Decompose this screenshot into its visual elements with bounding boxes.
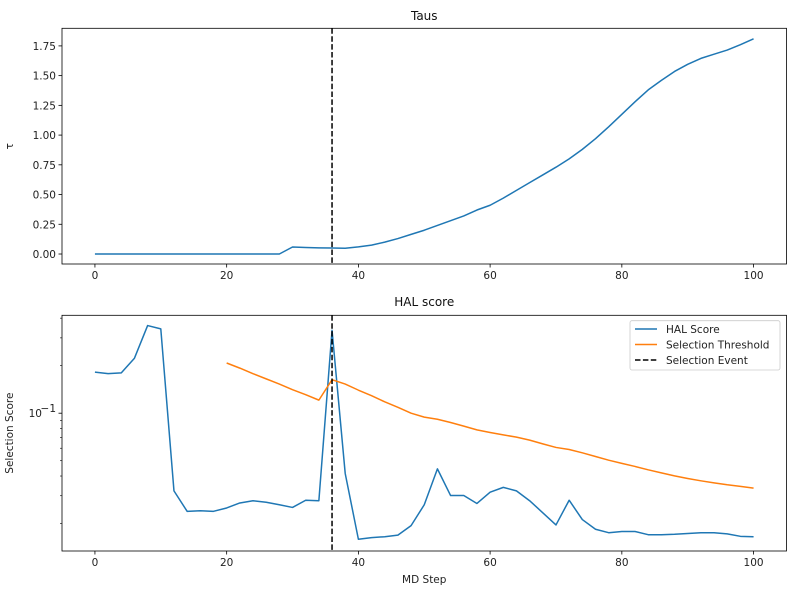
taus-axes: Taus 0 20 40 60 80 100 0.00 0.25 0.50 0.75 1.00 1.25…: [4, 9, 787, 282]
y-tick-label: 0.75: [33, 160, 56, 172]
hal-score-line: [94, 324, 754, 541]
y-tick-label: 1.75: [33, 41, 56, 53]
y-axis-label: Selection Score: [4, 393, 16, 474]
x-tick-label: 100: [744, 270, 764, 282]
y-tick-label: 1.25: [33, 100, 56, 112]
x-tick-label: 80: [615, 270, 628, 282]
x-tick-label: 40: [352, 270, 365, 282]
x-tick-label: 80: [615, 557, 628, 569]
x-tick-label: 60: [483, 557, 496, 569]
x-tick-label: 100: [744, 557, 764, 569]
x-tick-label: 20: [220, 557, 233, 569]
y-axis-label: τ: [4, 143, 16, 149]
legend-label: Selection Event: [666, 355, 748, 367]
y-tick-label: 1.00: [33, 130, 56, 142]
y-tick-label: 0.50: [33, 190, 56, 202]
tau-line: [94, 38, 754, 255]
y-tick-label-exponent: −1: [41, 403, 56, 415]
x-axis-label: MD Step: [402, 574, 447, 586]
legend-label: Selection Threshold: [666, 340, 769, 352]
selection-threshold-line: [226, 362, 754, 489]
x-tick-label: 40: [352, 557, 365, 569]
axes-frame: [61, 314, 787, 552]
y-tick-label: 1.50: [33, 71, 56, 83]
x-tick-label: 0: [92, 270, 99, 282]
y-tick-label-base: 10: [29, 408, 42, 420]
y-tick-label: 0.00: [33, 249, 56, 261]
x-tick-label: 60: [483, 270, 496, 282]
chart-title: HAL score: [394, 295, 454, 309]
y-tick-label: 0.25: [33, 219, 56, 231]
chart-title: Taus: [410, 9, 438, 23]
legend: HAL Score Selection Threshold Selection Ev…: [629, 320, 781, 371]
legend-label: HAL Score: [666, 324, 720, 336]
x-tick-label: 0: [92, 557, 99, 569]
legend-box: [629, 320, 781, 371]
x-tick-label: 20: [220, 270, 233, 282]
hal-score-axes: HAL score 0 20 40 60 80 100 10−1 Selection Score…: [4, 295, 787, 586]
axes-frame: [61, 27, 787, 265]
